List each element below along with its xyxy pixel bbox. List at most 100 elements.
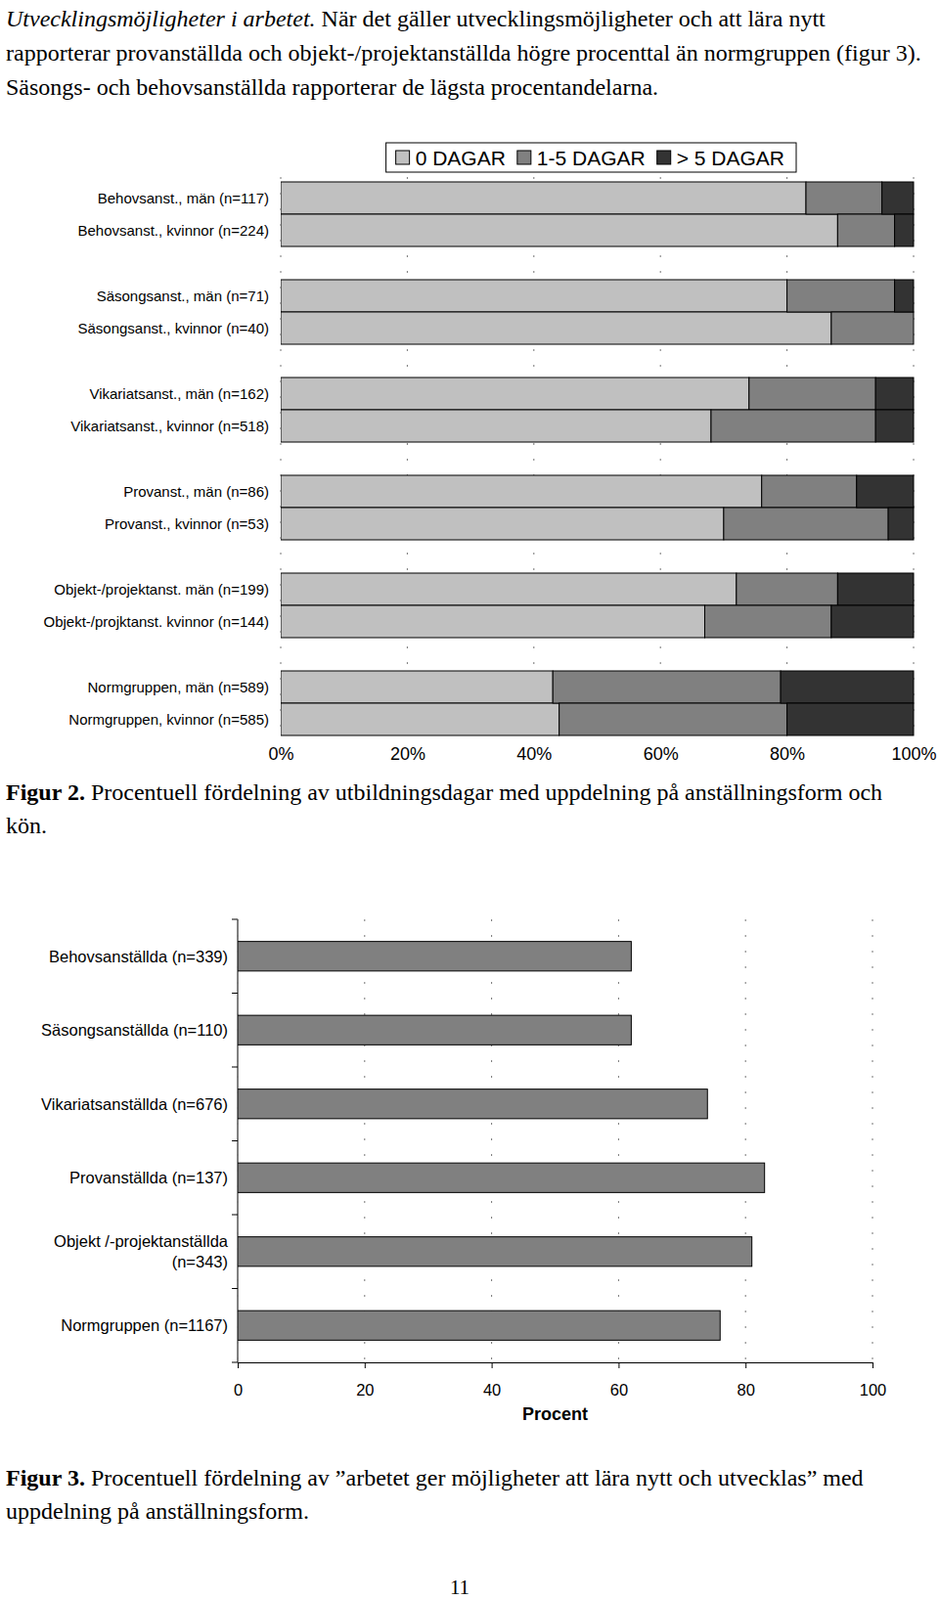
category-label: Säsongsanställda (n=110) xyxy=(41,1021,228,1039)
x-tick-mark xyxy=(618,1362,620,1369)
bar-segment xyxy=(280,670,553,704)
category-label: Provanst., män (n=86) xyxy=(123,483,269,500)
bar-segment xyxy=(280,312,832,345)
x-tick-label: 80 xyxy=(737,1381,756,1399)
bar xyxy=(237,1237,753,1267)
paragraph: Utvecklingsmöjligheter i arbetet. När de… xyxy=(5,1,926,105)
chart: Behovsanställda (n=339) Säsongsanställda … xyxy=(41,919,887,1425)
chart: Behovsanst., män (n=117) Behovsanst., kvi… xyxy=(43,142,937,764)
grid-line xyxy=(872,919,874,1363)
grid-line xyxy=(618,919,620,1363)
x-tick-label: 0% xyxy=(268,744,294,764)
bar-segment xyxy=(749,377,876,410)
grid-line xyxy=(533,177,535,741)
y-axis-tick xyxy=(231,1140,238,1142)
bar xyxy=(237,1310,720,1341)
x-tick: 100% xyxy=(891,740,937,764)
bar-segment xyxy=(280,181,806,215)
grid-line xyxy=(491,919,492,1363)
bar-segment xyxy=(875,409,914,443)
page-number: 11 xyxy=(0,1570,920,1600)
x-tick-label: 80% xyxy=(769,744,805,764)
legend-swatch xyxy=(657,150,671,165)
grid-line xyxy=(237,919,239,1363)
bar-segment xyxy=(894,279,914,313)
bar-segment xyxy=(280,279,788,313)
y-axis-tick xyxy=(231,992,238,994)
x-tick-label: 100% xyxy=(891,744,937,764)
bar-segment xyxy=(280,214,838,247)
bar-segment xyxy=(787,279,895,313)
bar-segment xyxy=(704,605,831,638)
category-label: Säsongsanst., män (n=71) xyxy=(96,287,269,305)
grid-line xyxy=(660,177,662,741)
bar-segment xyxy=(761,475,857,508)
x-tick-label: 60 xyxy=(610,1381,628,1399)
bar-segment xyxy=(831,312,914,345)
bar-segment xyxy=(723,507,889,540)
bar-segment xyxy=(787,703,914,736)
figure-caption: Figur 3. Procentuell fördelning av ”arbe… xyxy=(5,1461,926,1528)
y-axis-tick xyxy=(231,1214,238,1216)
x-tick-label: 40 xyxy=(483,1381,501,1399)
grid-line xyxy=(280,177,282,741)
category-label: Behovsanställda (n=339) xyxy=(48,947,228,966)
heading: Utvecklingsmöjligheter i arbetet. xyxy=(5,5,316,32)
x-tick: 0% xyxy=(268,740,294,764)
category-label: Vikariatsanst., män (n=162) xyxy=(89,385,269,403)
category-label: Behovsanst., kvinnor (n=224) xyxy=(77,222,269,239)
x-axis-line xyxy=(281,740,915,742)
category-label: Säsongsanst., kvinnor (n=40) xyxy=(77,319,269,337)
category-label: Vikariatsanst., kvinnor (n=518) xyxy=(70,417,269,435)
x-tick-mark xyxy=(364,1362,366,1369)
bar-segment xyxy=(280,573,737,606)
bar-segment xyxy=(552,670,781,704)
category-label: Behovsanst., män (n=117) xyxy=(97,189,269,207)
bar-segment xyxy=(894,214,914,247)
category-label: Provanst., kvinnor (n=53) xyxy=(104,515,269,533)
legend-swatch xyxy=(517,150,532,165)
bar-segment xyxy=(837,573,914,606)
bars xyxy=(280,181,914,736)
x-tick: 80% xyxy=(769,740,805,764)
caption-text: Procentuell fördelning av utbildningsdag… xyxy=(5,779,883,839)
bar-segment xyxy=(280,703,560,736)
grid-line xyxy=(913,177,915,741)
bar-segment xyxy=(888,507,914,540)
grid xyxy=(280,177,914,741)
x-tick-label: 20% xyxy=(390,744,426,764)
category-label: Objekt /-projektanställda(n=343) xyxy=(53,1232,229,1271)
bar xyxy=(237,1015,631,1045)
y-axis-tick xyxy=(231,1362,238,1364)
bar-segment xyxy=(280,507,724,540)
x-tick: 0 xyxy=(233,1362,243,1399)
x-tick-mark xyxy=(872,1362,874,1369)
legend-label: 1-5 DAGAR xyxy=(536,146,646,170)
x-tick-label: 0 xyxy=(233,1381,243,1399)
bar-segment xyxy=(559,703,788,736)
legend-swatch xyxy=(396,150,410,165)
y-axis-tick xyxy=(231,1067,238,1069)
category-label: Normgruppen, kvinnor (n=585) xyxy=(68,711,269,728)
category-label: Objekt-/projktanst. kvinnor (n=144) xyxy=(43,613,269,630)
legend: 0 DAGAR1-5 DAGAR> 5 DAGAR xyxy=(386,142,797,173)
bar-segment xyxy=(882,181,914,215)
bar-segment xyxy=(711,409,876,443)
x-tick: 60 xyxy=(610,1362,628,1399)
grid-line xyxy=(363,919,365,1363)
y-axis-tick xyxy=(231,1288,238,1290)
bar-segment xyxy=(280,377,750,410)
x-tick: 100 xyxy=(859,1362,888,1399)
bar-segment xyxy=(280,605,705,638)
bar xyxy=(237,1162,765,1193)
legend-label: > 5 DAGAR xyxy=(676,146,785,170)
x-axis: 020406080100 xyxy=(233,1362,887,1399)
figure-label: Figur 3. xyxy=(5,1465,86,1491)
x-tick-mark xyxy=(745,1362,747,1369)
x-tick: 40 xyxy=(483,1362,501,1399)
caption-text: Procentuell fördelning av ”arbetet ger m… xyxy=(5,1465,864,1524)
x-tick-mark xyxy=(491,1362,493,1369)
figure-caption: Figur 2. Procentuell fördelning av utbil… xyxy=(5,775,926,843)
bar xyxy=(237,1089,708,1119)
bar-segment xyxy=(280,409,712,443)
